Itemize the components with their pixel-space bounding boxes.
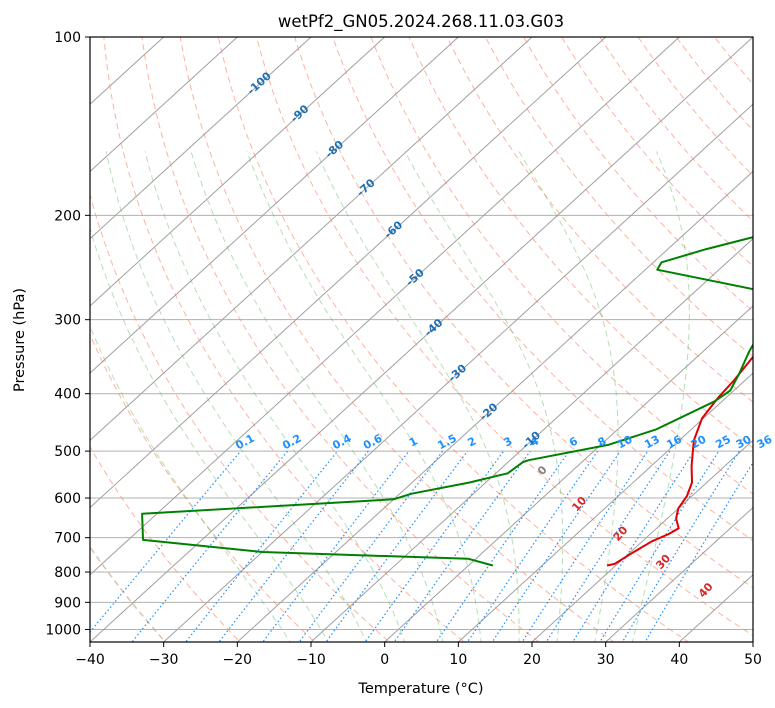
mixing-ratio-line xyxy=(644,461,753,642)
dry-adiabat xyxy=(484,37,753,358)
mixing-ratio-label: 36 xyxy=(755,433,775,452)
y-tick-label: 100 xyxy=(54,30,81,46)
y-tick-label: 200 xyxy=(54,208,81,224)
isotherm-line xyxy=(90,37,312,240)
mixing-ratio-line xyxy=(393,450,531,642)
moist-adiabat xyxy=(190,151,444,642)
dry-adiabat xyxy=(370,37,753,495)
isotherm-line xyxy=(384,305,753,642)
x-tick-label: −20 xyxy=(223,652,253,668)
plot-frame xyxy=(89,36,754,643)
y-tick-label: 300 xyxy=(54,313,81,329)
mixing-ratio-line xyxy=(545,450,671,642)
mixing-ratio-line xyxy=(262,450,410,642)
y-tick-label: 700 xyxy=(54,531,81,547)
dry-adiabat xyxy=(141,37,540,642)
mixing-ratio-label: 10 xyxy=(615,433,635,452)
dry-adiabat xyxy=(332,37,753,542)
y-tick-label: 900 xyxy=(54,595,81,611)
grid-layer xyxy=(90,37,753,642)
dry-adiabat xyxy=(256,37,753,637)
moist-adiabat xyxy=(518,151,619,642)
y-axis-label: Pressure (hPa) xyxy=(12,288,28,392)
dry-adiabat xyxy=(637,37,753,177)
isotherm-line xyxy=(236,170,753,642)
moist-adiabat xyxy=(631,151,690,642)
isotherm-line xyxy=(90,37,238,173)
dry-adiabat xyxy=(561,37,753,267)
moist-adiabat xyxy=(404,151,564,642)
mixing-ratio-line xyxy=(491,450,621,642)
dry-adiabat xyxy=(103,37,465,642)
chart-title: wetPf2_GN05.2024.268.11.03.G03 xyxy=(278,12,564,32)
isotherm-line xyxy=(90,37,753,642)
isotherm-line xyxy=(90,37,459,374)
isotherm-line xyxy=(90,37,680,576)
dry-adiabat xyxy=(90,333,316,642)
mixing-ratio-line xyxy=(184,450,339,642)
x-tick-label: −40 xyxy=(75,652,105,668)
y-tick-label: 400 xyxy=(54,387,81,403)
y-tick-label: 600 xyxy=(54,491,81,507)
dry-adiabat xyxy=(446,37,753,403)
mixing-ratio-label: 13 xyxy=(642,433,662,452)
moist-adiabat xyxy=(90,325,291,642)
moist-adiabat xyxy=(90,226,329,642)
axis-layer: −40 −30 −20 −10 0 10 20 30 40 50 100 200 300 400 500 60… xyxy=(45,30,762,668)
mixing-ratio-label: 25 xyxy=(713,433,733,452)
mixing-ratio-line xyxy=(521,450,649,642)
moist-adiabat xyxy=(315,151,520,642)
dry-adiabat xyxy=(90,545,167,642)
y-tick-label: 500 xyxy=(54,444,81,460)
dewpoint-profile-line xyxy=(141,236,753,567)
mixing-ratio-label: 16 xyxy=(664,433,684,452)
isotherm-line xyxy=(90,37,533,442)
y-tick-label: 1000 xyxy=(45,622,81,638)
mixing-ratio-label: 30 xyxy=(734,433,754,452)
x-tick-label: −30 xyxy=(149,652,179,668)
moist-adiabat xyxy=(144,151,406,642)
moist-adiabat xyxy=(246,151,482,642)
isotherm-line xyxy=(457,372,753,642)
x-tick-label: 20 xyxy=(523,652,541,668)
dry-adiabat xyxy=(523,37,753,313)
mixing-ratio-label: 20 xyxy=(689,433,709,452)
y-tick-label: 800 xyxy=(54,565,81,581)
mixing-ratio-line xyxy=(466,450,599,642)
x-tick-label: −10 xyxy=(296,652,326,668)
isotherm-line xyxy=(90,37,607,509)
mixing-ratio-line xyxy=(364,450,505,642)
x-axis-label: Temperature (°C) xyxy=(357,681,483,697)
mixing-ratio-line xyxy=(435,450,570,642)
isotherm-line xyxy=(310,237,753,642)
moist-adiabat xyxy=(105,151,367,642)
isotherm-line xyxy=(531,439,753,642)
temperature-profile-line xyxy=(606,355,753,567)
x-tick-label: 40 xyxy=(670,652,688,668)
x-tick-label: 50 xyxy=(744,652,762,668)
dry-adiabat xyxy=(294,37,753,589)
dry-adiabat xyxy=(90,192,391,642)
x-tick-label: 10 xyxy=(449,652,467,668)
x-tick-label: 0 xyxy=(380,652,389,668)
isotherm-line xyxy=(90,37,386,307)
isotherm-line xyxy=(163,103,753,642)
series-layer xyxy=(141,236,753,567)
dry-adiabat xyxy=(217,37,690,642)
isotherm-line xyxy=(605,506,753,642)
x-tick-label: 30 xyxy=(597,652,615,668)
